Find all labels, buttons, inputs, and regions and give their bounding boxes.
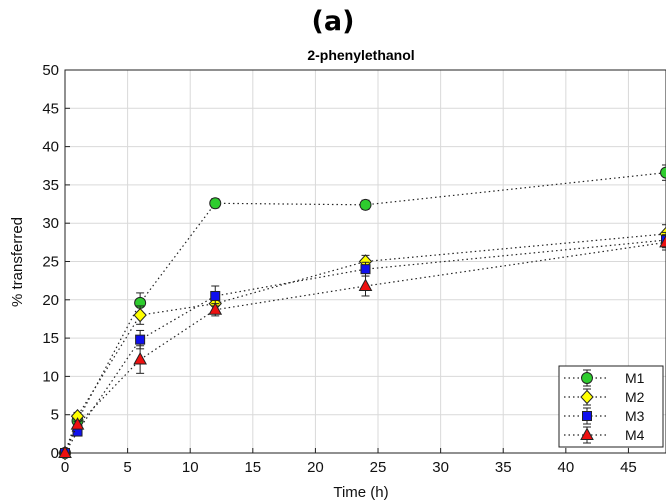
data-point xyxy=(133,352,147,365)
x-tick-label: 25 xyxy=(370,459,387,476)
data-point xyxy=(360,264,371,275)
y-tick-label: 5 xyxy=(51,407,59,424)
panel-label: (a) xyxy=(312,6,355,37)
series-layer xyxy=(58,164,666,461)
data-point xyxy=(659,234,666,248)
y-tick-label: 25 xyxy=(42,254,59,271)
x-axis-label: Time (h) xyxy=(333,484,388,501)
legend-label: M2 xyxy=(625,389,645,405)
data-point xyxy=(133,307,147,323)
data-point xyxy=(208,302,223,315)
legend-item-M1: M1 xyxy=(564,369,645,387)
legend-label: M4 xyxy=(625,427,645,443)
y-tick-label: 10 xyxy=(42,368,59,385)
x-tick-label: 20 xyxy=(307,459,324,476)
y-tick-label: 35 xyxy=(42,177,59,194)
legend-marker xyxy=(582,411,592,421)
chart-title: 2-phenylethanol xyxy=(307,47,414,63)
x-tick-label: 30 xyxy=(432,459,449,476)
data-point xyxy=(58,445,72,458)
y-tick-label: 30 xyxy=(42,215,59,232)
data-point xyxy=(359,198,372,211)
series-line xyxy=(64,241,666,454)
legend-item-M3: M3 xyxy=(564,407,645,425)
series-M4 xyxy=(58,234,666,458)
x-tick-label: 15 xyxy=(244,459,261,476)
x-tick-label: 40 xyxy=(557,459,574,476)
data-point xyxy=(210,290,221,301)
y-tick-label: 15 xyxy=(42,330,59,347)
y-axis-label: % transferred xyxy=(9,217,26,307)
data-point xyxy=(660,166,666,179)
series-line xyxy=(64,172,666,454)
legend-marker xyxy=(580,389,594,405)
legend: M1 M2 M3 M4 xyxy=(558,365,664,448)
legend-label: M1 xyxy=(625,370,645,386)
y-tick-label: 50 xyxy=(42,62,59,79)
legend-marker xyxy=(581,372,593,384)
x-tick-label: 5 xyxy=(123,459,131,476)
y-tick-label: 40 xyxy=(42,139,59,156)
data-point xyxy=(135,334,146,345)
x-tick-label: 45 xyxy=(620,459,637,476)
x-tick-label: 10 xyxy=(182,459,199,476)
data-point xyxy=(358,278,373,292)
legend-label: M3 xyxy=(625,408,645,424)
data-point xyxy=(70,417,85,430)
y-tick-label: 0 xyxy=(51,445,59,462)
y-tick-label: 20 xyxy=(42,292,59,309)
x-tick-label: 0 xyxy=(61,459,69,476)
legend-item-M4: M4 xyxy=(564,426,645,444)
legend-marker xyxy=(580,427,594,440)
legend-item-M2: M2 xyxy=(564,388,645,406)
y-tick-label: 45 xyxy=(42,100,59,117)
axis-ticks: 0 5 10 15 20 25 30 35 40 45 50 0 5 10 15 20 25 30 35 40 45 xyxy=(42,62,636,476)
legend-box xyxy=(558,365,664,448)
data-point xyxy=(209,197,222,210)
x-tick-label: 35 xyxy=(495,459,512,476)
